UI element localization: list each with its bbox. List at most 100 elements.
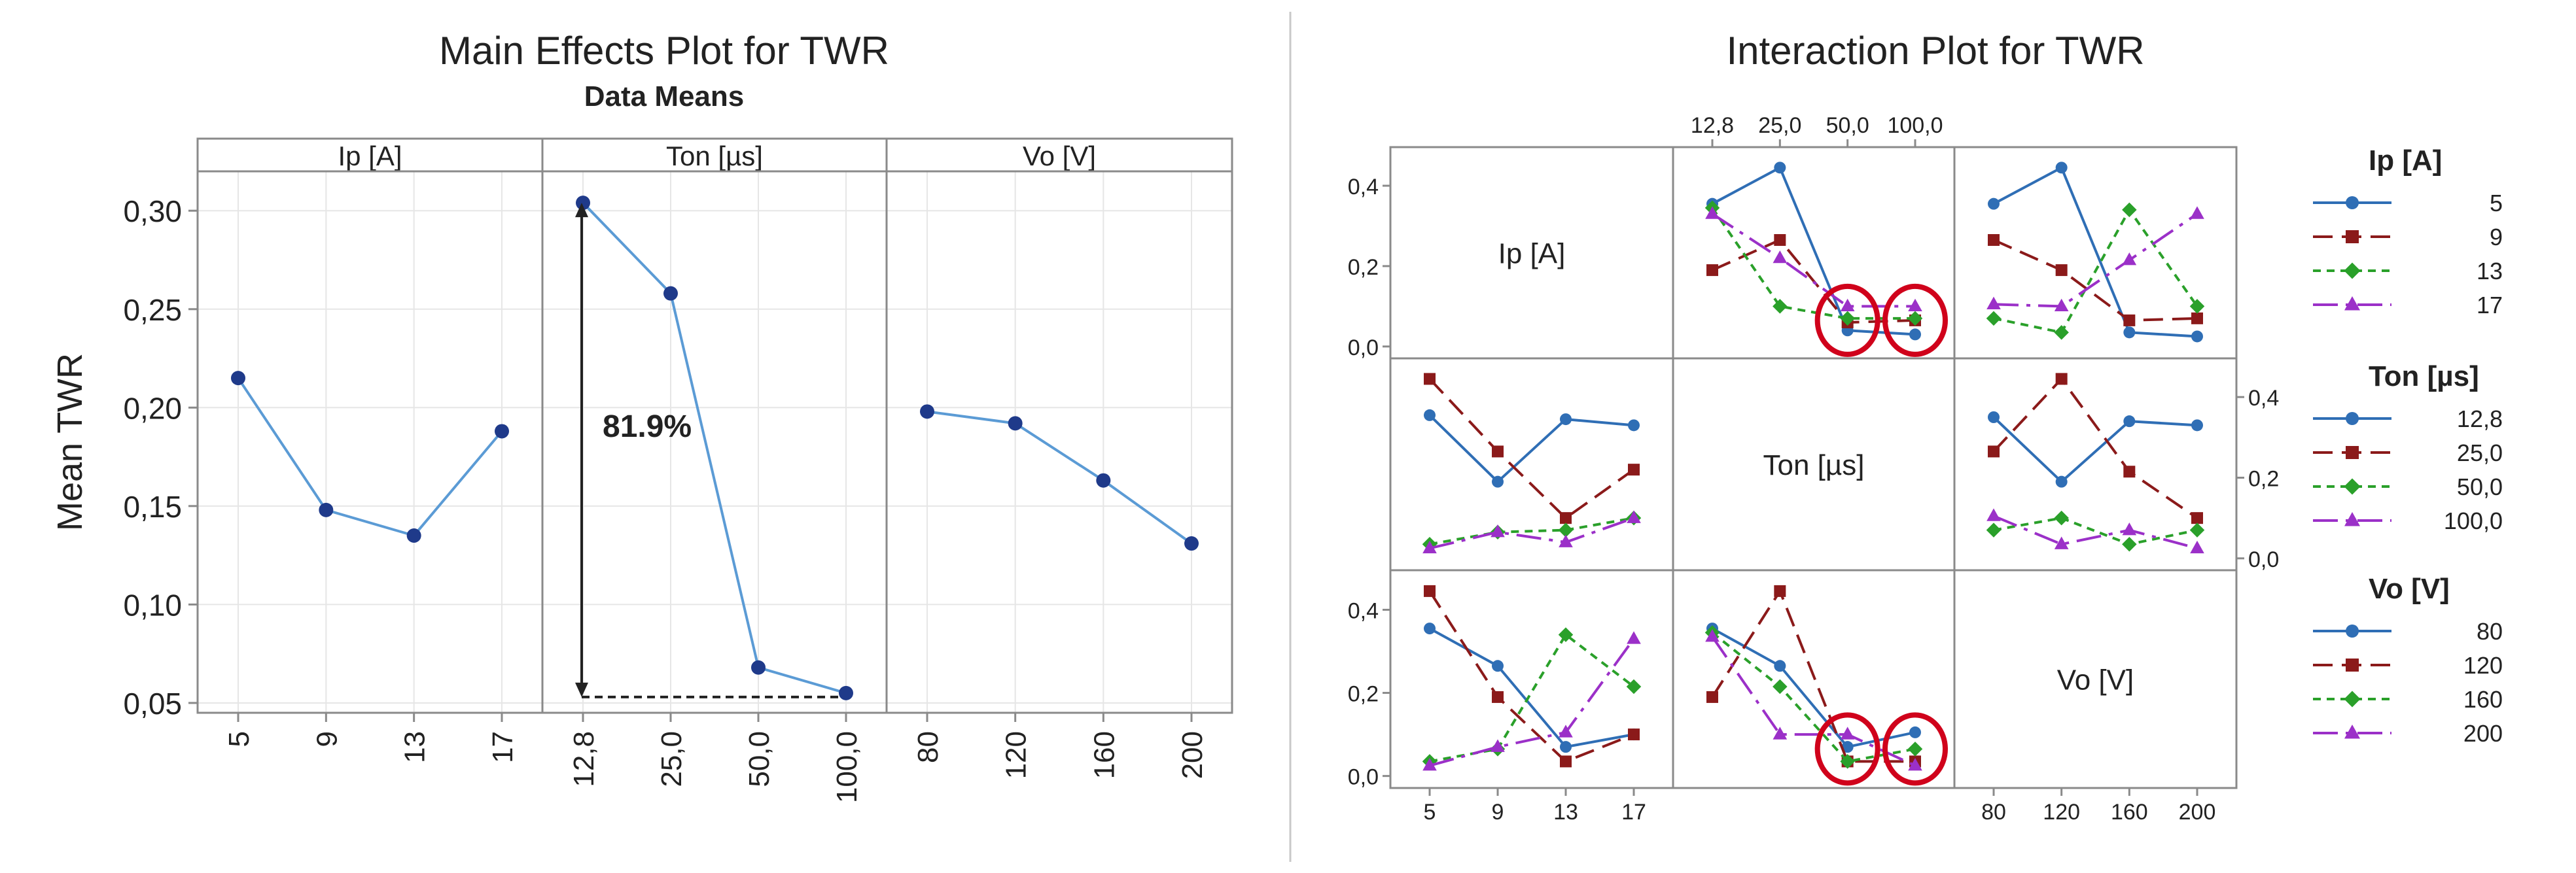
interaction-series-point	[1908, 298, 1922, 312]
interaction-series-point	[2122, 252, 2137, 265]
y-tick-label: 0,0	[2248, 547, 2279, 572]
y-tick-label: 0,2	[2248, 467, 2279, 492]
legend-swatch-marker	[2346, 412, 2359, 425]
interaction-series-point	[1706, 691, 1718, 703]
interaction-series-line	[1993, 515, 2198, 550]
interaction-series-point	[1774, 233, 1786, 246]
factor-strip	[541, 137, 888, 173]
interaction-series-point	[1705, 206, 1720, 219]
interaction-series-point	[1908, 758, 1922, 771]
interaction-series-point	[2123, 466, 2136, 478]
interaction-cell-frame	[1672, 146, 1956, 360]
legend-swatch-marker	[2346, 196, 2359, 209]
interaction-series-point	[1840, 311, 1855, 326]
legend-title: Vo [V]	[2369, 573, 2450, 605]
main-effect-point	[751, 660, 766, 675]
y-tick-label: 0,4	[2248, 386, 2279, 411]
panel-frame	[885, 170, 1233, 714]
interaction-series-point	[1422, 758, 1437, 771]
x-tick-label: 100,0	[831, 731, 863, 803]
y-tick-label: 0,4	[1348, 175, 1379, 199]
interaction-series-point	[1774, 585, 1786, 597]
factor-strip-label: Ip [A]	[338, 141, 402, 171]
legend-title: Ip [A]	[2369, 145, 2442, 177]
highlight-circle	[1814, 712, 1880, 786]
y-axis-label: Mean TWR	[50, 353, 90, 531]
x-tick-label: 160	[1088, 731, 1120, 779]
interaction-series-point	[1492, 445, 1504, 458]
interaction-series-point	[2055, 475, 2068, 488]
interaction-series-point	[2054, 510, 2069, 526]
interaction-series-point	[1491, 524, 1505, 538]
interaction-series-point	[2054, 536, 2069, 549]
main-effect-point	[1184, 536, 1199, 551]
x-tick-label: 25,0	[656, 731, 688, 787]
interaction-series-point	[2123, 314, 2136, 326]
x-tick-label: 160	[2111, 800, 2148, 825]
interaction-series-point	[1909, 726, 1921, 738]
interaction-series-point	[1909, 328, 1921, 341]
interaction-series-point	[2189, 299, 2205, 314]
interaction-series-point	[2055, 162, 2068, 174]
y-tick-label: 0,05	[123, 687, 182, 721]
interaction-series-point	[1492, 475, 1504, 488]
y-tick-label: 0,4	[1348, 598, 1379, 623]
legend-entry-label: 13	[2477, 258, 2503, 284]
x-tick-label: 13	[399, 731, 431, 763]
legend-swatch-marker	[2346, 230, 2359, 243]
interaction-series-point	[1492, 660, 1504, 672]
interaction-series-point	[1628, 728, 1640, 741]
legend-entry-label: 50,0	[2457, 473, 2503, 500]
highlight-circle	[1814, 283, 1880, 357]
interaction-series-point	[1560, 741, 1572, 753]
main-effect-point	[231, 371, 245, 386]
x-tick-label: 120	[2043, 800, 2080, 825]
x-tick-label: 9	[1492, 800, 1504, 825]
interaction-series-line	[1711, 588, 1915, 763]
interaction-series-point	[2191, 512, 2203, 524]
interaction-series-point	[1422, 540, 1437, 554]
interaction-series-point	[1491, 739, 1505, 752]
interaction-series-point	[1628, 464, 1640, 476]
main-effects-title: Main Effects Plot for TWR	[439, 29, 889, 73]
legend-entry-label: 80	[2477, 618, 2503, 645]
interaction-series-point	[1626, 679, 1642, 694]
x-tick-label: 12,8	[568, 731, 600, 787]
legend-entry-label: 17	[2477, 292, 2503, 318]
interaction-series-point	[1774, 660, 1786, 672]
factor-strip-label: Ton [µs]	[666, 141, 763, 171]
interaction-series-point	[2054, 298, 2069, 312]
interaction-series-point	[1773, 727, 1788, 740]
interaction-series-line	[1711, 636, 1916, 767]
y-tick-label: 0,15	[123, 490, 182, 524]
y-tick-label: 0,25	[123, 293, 182, 327]
interaction-series-point	[1558, 522, 1574, 538]
y-tick-label: 0,2	[1348, 682, 1379, 707]
interaction-series-point	[1988, 197, 2000, 210]
y-tick-label: 0,30	[123, 194, 182, 228]
interaction-series-line	[1711, 207, 1915, 320]
x-tick-label: 5	[223, 731, 255, 747]
interaction-series-point	[2189, 522, 2205, 538]
interaction-series-point	[1558, 627, 1574, 642]
interaction-series-line	[1429, 627, 1634, 749]
interaction-cell-frame	[1389, 569, 1674, 789]
x-tick-label: 100,0	[1887, 113, 1943, 138]
main-effect-line	[582, 201, 847, 694]
interaction-series-point	[1986, 522, 2002, 538]
main-effect-point	[319, 502, 334, 517]
interaction-series-point	[1774, 162, 1786, 174]
interaction-series-point	[1988, 445, 2000, 458]
interaction-series-line	[1993, 207, 2198, 334]
legend-entry-label: 200	[2463, 720, 2503, 747]
interaction-series-line	[1993, 165, 2198, 338]
x-tick-label: 50,0	[743, 731, 775, 787]
interaction-series-line	[1992, 377, 2198, 519]
interaction-series-point	[2055, 264, 2068, 277]
interaction-series-point	[1627, 510, 1641, 523]
interaction-series-point	[2054, 325, 2069, 340]
factor-strip	[196, 137, 544, 173]
x-tick-label: 200	[2179, 800, 2216, 825]
legend-swatch-marker	[2344, 512, 2360, 526]
